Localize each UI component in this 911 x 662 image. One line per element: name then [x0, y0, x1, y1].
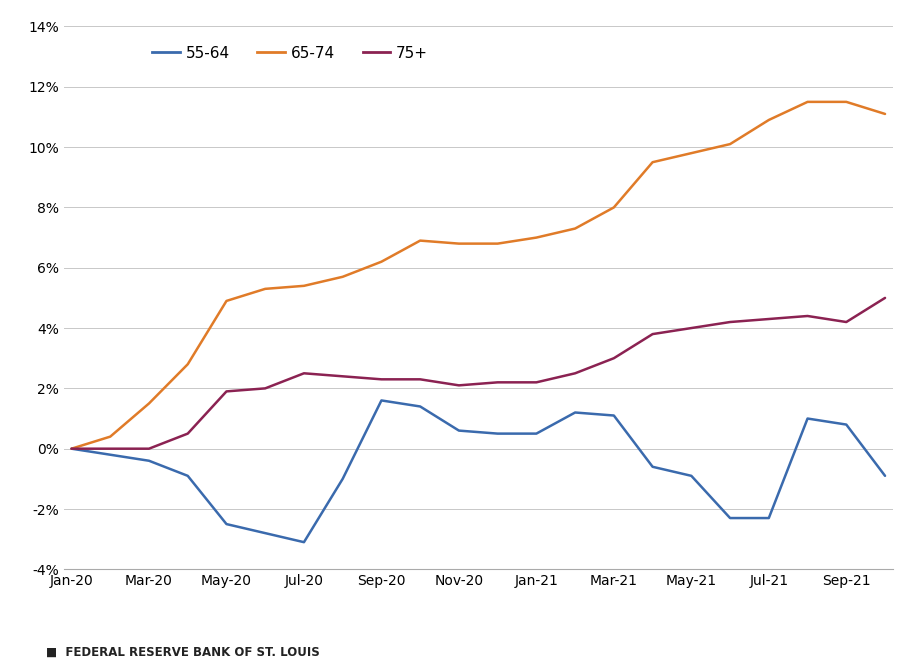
- Text: ■  FEDERAL RESERVE BANK OF ST. LOUIS: ■ FEDERAL RESERVE BANK OF ST. LOUIS: [46, 645, 319, 659]
- Legend: 55-64, 65-74, 75+: 55-64, 65-74, 75+: [146, 40, 435, 67]
